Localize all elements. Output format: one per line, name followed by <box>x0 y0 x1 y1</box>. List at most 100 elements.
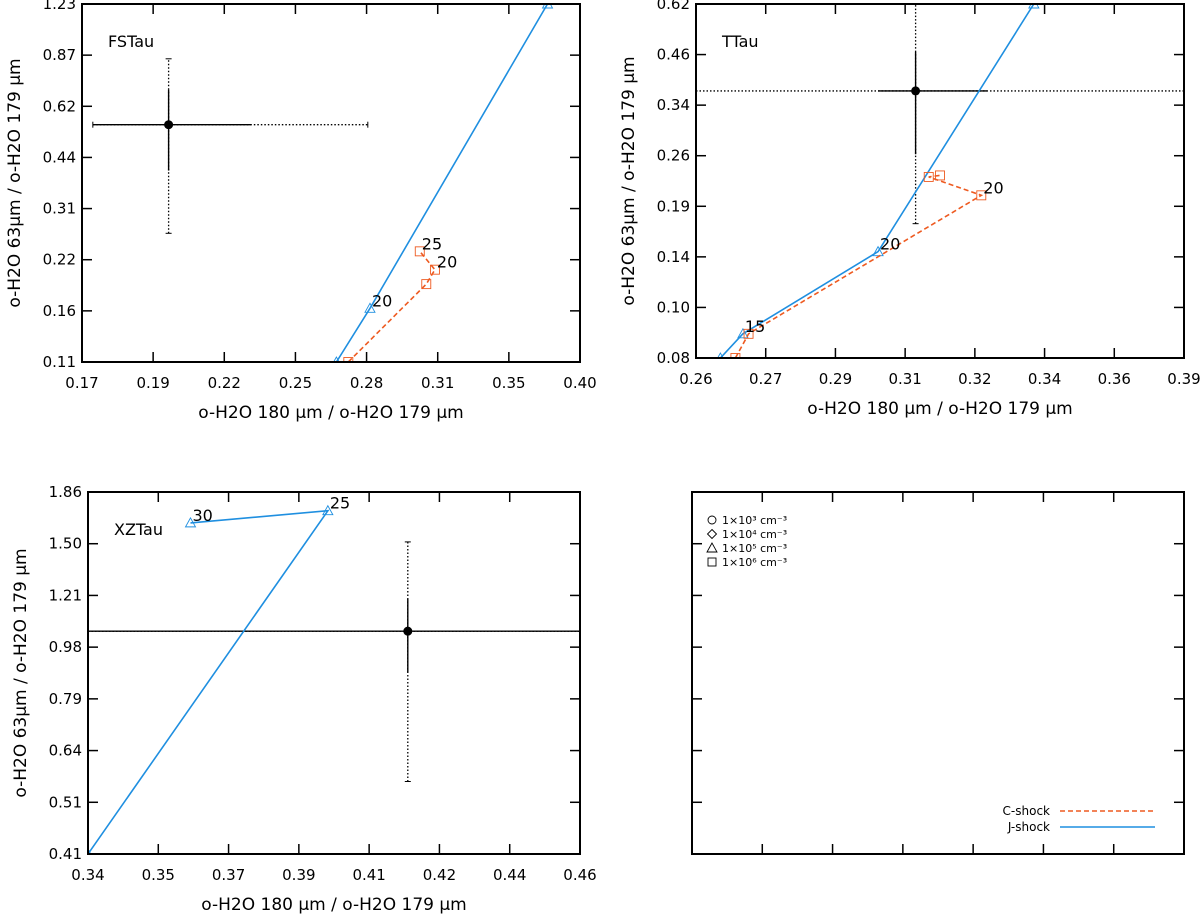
j-shock-marker <box>872 245 884 257</box>
x-tick-label: 0.44 <box>493 866 526 884</box>
x-tick-label: 0.28 <box>350 374 383 392</box>
x-tick-label: 0.31 <box>421 374 454 392</box>
legend-shock-label: C-shock <box>1003 804 1051 818</box>
x-tick-label: 0.19 <box>136 374 169 392</box>
legend-circle-marker <box>707 515 717 525</box>
legend-density-label: 1×10⁵ cm⁻³ <box>722 542 787 555</box>
velocity-label: 25 <box>330 494 350 513</box>
x-tick-label: 0.37 <box>212 866 245 884</box>
x-tick-label: 0.42 <box>423 866 456 884</box>
j-shock-marker <box>364 302 376 313</box>
j-shock-line <box>335 4 549 362</box>
y-tick-label: 0.44 <box>43 148 76 166</box>
y-tick-label: 1.86 <box>49 483 82 501</box>
x-tick-label: 0.36 <box>1098 370 1131 388</box>
plot-area <box>696 4 1184 358</box>
x-tick-label: 0.34 <box>71 866 104 884</box>
x-tick-label: 0.32 <box>958 370 991 388</box>
c-shock-line <box>347 250 436 362</box>
axes-frame <box>87 491 581 855</box>
velocity-label: 20 <box>880 235 900 254</box>
y-tick-label: 0.64 <box>49 742 82 760</box>
c-shock-marker <box>743 328 754 339</box>
x-tick-label: 0.22 <box>208 374 241 392</box>
x-axis-title: o-H2O 180 µm / o-H2O 179 µm <box>201 895 466 914</box>
j-shock-marker <box>184 516 197 528</box>
panel-name-label: FSTau <box>108 32 154 51</box>
c-shock-marker <box>935 170 945 181</box>
panel-xztau: 0.34 0.35 0.37 0.39 0.41 0.42 0.44 0.46 0.41 0.51… <box>11 483 597 914</box>
y-tick-label: 1.21 <box>49 586 82 604</box>
y-axis-title: o-H2O 63µm / o-H2O 179 µm <box>619 56 639 305</box>
x-tick-label: 0.35 <box>142 866 175 884</box>
y-tick-label: 0.11 <box>43 353 76 371</box>
x-axis-title: o-H2O 180 µm / o-H2O 179 µm <box>198 403 463 423</box>
x-axis-title: o-H2O 180 µm / o-H2O 179 µm <box>807 399 1072 419</box>
legend-triangle-marker <box>706 542 718 553</box>
x-tick-label: 0.39 <box>282 866 315 884</box>
y-tick-label: 0.31 <box>43 200 76 218</box>
c-shock-marker <box>923 171 934 182</box>
observation-point <box>911 86 921 96</box>
x-tick-label: 0.27 <box>749 370 782 388</box>
velocity-label: 20 <box>983 178 1003 197</box>
panel-fstau: 0.17 0.19 0.22 0.25 0.28 0.31 0.35 0.40 0.11 0.16… <box>5 0 597 423</box>
x-tick-label: 0.41 <box>352 866 385 884</box>
panel-name-label: XZTau <box>114 520 163 539</box>
legend-shock-label: J-shock <box>1007 820 1050 834</box>
panel-ttau: 0.26 0.27 0.29 0.31 0.32 0.34 0.36 0.39 0.08 0.10… <box>619 0 1200 419</box>
j-shock-line <box>719 4 1035 358</box>
y-tick-label: 0.22 <box>43 251 76 269</box>
panel-name-label: TTau <box>721 32 759 51</box>
x-tick-label: 0.29 <box>819 370 852 388</box>
axes-frame <box>81 3 581 363</box>
y-tick-label: 0.46 <box>657 46 690 64</box>
j-shock-marker <box>737 327 749 339</box>
y-tick-label: 0.26 <box>657 147 690 165</box>
y-axis-title: o-H2O 63µm / o-H2O 179 µm <box>11 548 31 797</box>
c-shock-line <box>734 174 984 358</box>
plot-area <box>92 4 554 362</box>
c-shock-marker <box>343 357 354 362</box>
legend-panel-frame <box>691 491 1185 855</box>
y-tick-label: 0.19 <box>657 197 690 215</box>
c-shock-marker <box>421 279 432 290</box>
c-shock-marker <box>414 246 425 257</box>
x-tick-label: 0.17 <box>65 374 98 392</box>
velocity-label: 25 <box>422 234 442 253</box>
plot-area <box>88 504 580 854</box>
legend-diamond-marker <box>706 528 718 540</box>
legend-density-label: 1×10⁶ cm⁻³ <box>722 556 787 569</box>
velocity-label: 15 <box>745 317 765 336</box>
y-tick-label: 0.34 <box>657 96 690 114</box>
y-tick-label: 0.51 <box>49 793 82 811</box>
c-shock-marker <box>730 353 741 358</box>
legend-panel: 1×10³ cm⁻³1×10⁴ cm⁻³1×10⁵ cm⁻³1×10⁶ cm⁻³… <box>691 491 1185 855</box>
legend-square-marker <box>707 557 717 567</box>
observation-point <box>403 626 413 636</box>
y-tick-label: 0.10 <box>657 298 690 316</box>
c-shock-marker <box>429 264 440 275</box>
j-shock-marker <box>541 4 554 9</box>
x-tick-label: 0.39 <box>1167 370 1200 388</box>
y-tick-label: 0.87 <box>43 46 76 64</box>
x-tick-label: 0.25 <box>279 374 312 392</box>
x-tick-label: 0.40 <box>563 374 596 392</box>
y-tick-label: 0.08 <box>657 349 690 367</box>
velocity-label: 30 <box>193 506 213 525</box>
c-shock-marker <box>976 190 987 201</box>
observation-point <box>164 120 174 130</box>
x-tick-label: 0.34 <box>1028 370 1061 388</box>
y-tick-label: 1.50 <box>49 535 82 553</box>
y-tick-label: 0.14 <box>657 248 690 266</box>
j-shock-line <box>88 509 330 854</box>
legend-density-label: 1×10³ cm⁻³ <box>722 514 787 527</box>
axes-frame <box>695 3 1185 359</box>
velocity-label: 20 <box>372 291 392 310</box>
j-shock-marker <box>322 504 334 516</box>
x-tick-label: 0.31 <box>888 370 921 388</box>
y-tick-label: 0.41 <box>49 845 82 863</box>
y-tick-label: 0.62 <box>657 0 690 13</box>
y-tick-label: 0.16 <box>43 302 76 320</box>
